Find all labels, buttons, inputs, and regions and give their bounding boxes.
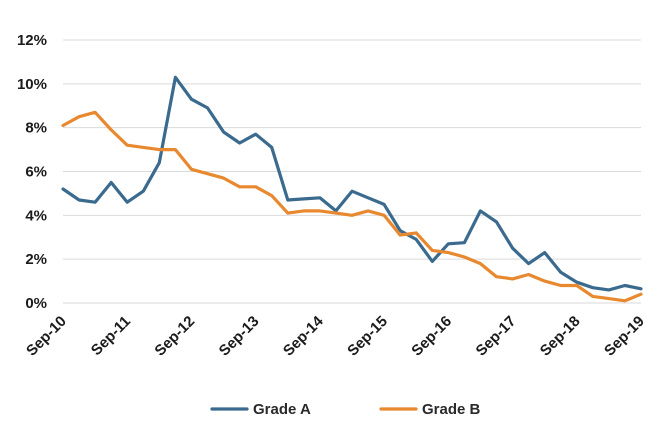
legend-label: Grade A (253, 401, 311, 418)
x-tick-label: Sep-19 (601, 313, 648, 360)
y-tick-label: 6% (25, 164, 47, 181)
y-tick-label: 0% (25, 295, 47, 312)
x-tick-label: Sep-16 (408, 313, 455, 360)
y-tick-label: 10% (17, 76, 47, 93)
legend-label: Grade B (422, 401, 481, 418)
y-tick-label: 8% (25, 120, 47, 137)
y-tick-label: 2% (25, 251, 47, 268)
x-tick-label: Sep-15 (344, 313, 391, 360)
series-line-grade-a (61, 75, 643, 292)
x-tick-label: Sep-12 (151, 313, 198, 360)
x-tick-label: Sep-11 (88, 313, 134, 359)
x-tick-label: Sep-17 (473, 313, 520, 360)
x-tick-label: Sep-13 (216, 313, 263, 360)
y-tick-label: 4% (25, 207, 47, 224)
x-axis-ticks: Sep-10 Sep-11 Sep-12 Sep-13 Sep-14 Sep-15 Sep-… (23, 312, 648, 359)
legend: Grade A Grade B (210, 401, 481, 418)
x-tick-label: Sep-10 (23, 313, 70, 360)
series-lines (61, 75, 643, 303)
y-tick-label: 12% (17, 32, 47, 49)
x-tick-label: Sep-18 (537, 313, 584, 360)
y-axis-ticks: 0% 2% 4% 6% 8% 10% 12% (17, 32, 47, 312)
series-line-grade-b (61, 110, 643, 303)
x-tick-label: Sep-14 (280, 312, 327, 359)
